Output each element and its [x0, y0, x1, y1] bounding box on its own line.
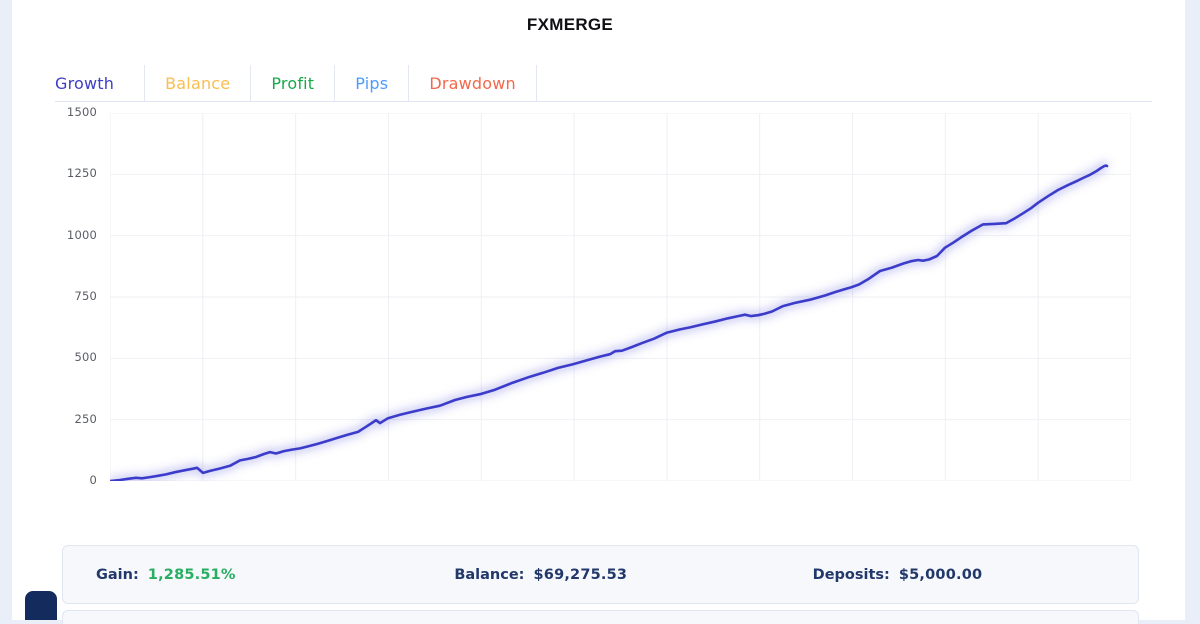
y-axis: 0 250 500 750 1000 1250 1500 — [12, 105, 97, 487]
y-axis-tick-label: 500 — [74, 350, 97, 365]
y-axis-tick-label: 250 — [74, 411, 97, 426]
y-axis-tick-label: 1000 — [66, 227, 97, 242]
tab-pips[interactable]: Pips — [335, 65, 410, 101]
account-stats-bar: Gain: 1,285.51% Balance: $69,275.53 Depo… — [62, 545, 1139, 604]
y-axis-tick-label: 0 — [89, 473, 97, 487]
y-axis-tick-label: 1250 — [66, 166, 97, 181]
plot-area — [110, 113, 1131, 481]
growth-chart: 0 250 500 750 1000 1250 1500 — [12, 105, 1185, 487]
tab-profit[interactable]: Profit — [251, 65, 336, 101]
y-axis-tick-label: 750 — [74, 289, 97, 303]
y-axis-tick-label: 1500 — [66, 105, 97, 119]
tab-pips-label: Pips — [355, 73, 389, 93]
growth-line-chart-svg — [110, 113, 1131, 481]
stat-balance-value: $69,275.53 — [533, 566, 628, 583]
tab-drawdown[interactable]: Drawdown — [409, 65, 537, 101]
tab-balance-label: Balance — [165, 73, 231, 93]
stat-gain: Gain: 1,285.51% — [63, 567, 421, 583]
stat-deposits-label: Deposits: — [812, 566, 890, 583]
growth-line — [110, 164, 1109, 481]
widget-card: FXMERGE Growth Balance Profit Pips Drawd… — [12, 0, 1185, 624]
tab-profit-label: Profit — [271, 73, 315, 93]
tab-drawdown-label: Drawdown — [429, 73, 516, 93]
stat-gain-value: 1,285.51% — [147, 566, 236, 583]
growth-line-glow — [110, 160, 1110, 481]
chart-tab-bar: Growth Balance Profit Pips Drawdown — [55, 65, 1152, 102]
floating-widget-button[interactable] — [25, 591, 57, 620]
stat-deposits-value: $5,000.00 — [898, 566, 983, 583]
tab-balance[interactable]: Balance — [145, 65, 252, 101]
stat-balance: Balance: $69,275.53 — [421, 567, 779, 583]
secondary-stats-bar-edge — [62, 610, 1139, 624]
tab-growth-label: Growth — [55, 73, 115, 93]
stat-balance-label: Balance: — [454, 566, 525, 583]
stat-gain-label: Gain: — [96, 566, 139, 583]
page-title: FXMERGE — [526, 15, 614, 34]
stat-deposits: Deposits: $5,000.00 — [780, 567, 1138, 583]
tab-growth[interactable]: Growth — [55, 65, 146, 101]
